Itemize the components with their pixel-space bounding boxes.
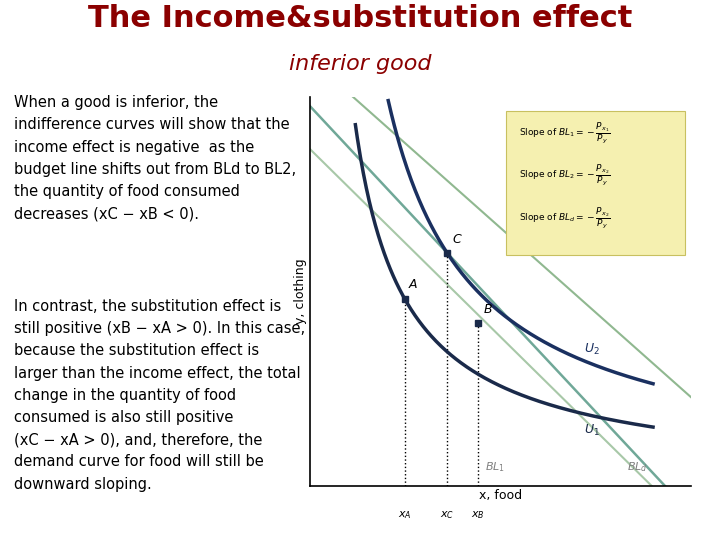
Text: Slope of $BL_d = -\dfrac{P_{x_2}}{P_y}$: Slope of $BL_d = -\dfrac{P_{x_2}}{P_y}$ bbox=[520, 205, 611, 231]
Text: In contrast, the substitution effect is
still positive (xB − xA > 0). In this ca: In contrast, the substitution effect is … bbox=[14, 299, 305, 491]
Text: inferior good: inferior good bbox=[289, 54, 431, 75]
Text: $BL_d$: $BL_d$ bbox=[627, 461, 648, 474]
Text: Slope of $BL_2 = -\dfrac{P_{x_2}}{P_y}$: Slope of $BL_2 = -\dfrac{P_{x_2}}{P_y}$ bbox=[520, 163, 611, 188]
Text: C: C bbox=[453, 233, 462, 246]
Text: When a good is inferior, the
indifference curves will show that the
income effec: When a good is inferior, the indifferenc… bbox=[14, 95, 297, 221]
Text: Slope of $BL_1 = -\dfrac{P_{x_1}}{P_y}$: Slope of $BL_1 = -\dfrac{P_{x_1}}{P_y}$ bbox=[520, 120, 611, 146]
Text: B: B bbox=[483, 303, 492, 316]
Text: $U_1$: $U_1$ bbox=[585, 422, 600, 437]
Text: $U_2$: $U_2$ bbox=[585, 342, 600, 357]
Text: The Income&substitution effect: The Income&substitution effect bbox=[88, 4, 632, 33]
FancyBboxPatch shape bbox=[506, 111, 685, 255]
Text: $x_A$: $x_A$ bbox=[398, 509, 412, 521]
Y-axis label: y, clothing: y, clothing bbox=[294, 259, 307, 325]
Text: A: A bbox=[409, 278, 418, 291]
Text: $BL_1$: $BL_1$ bbox=[485, 461, 505, 474]
Text: $x_C$: $x_C$ bbox=[440, 509, 454, 521]
Text: $x_B$: $x_B$ bbox=[471, 509, 485, 521]
X-axis label: x, food: x, food bbox=[479, 489, 522, 502]
